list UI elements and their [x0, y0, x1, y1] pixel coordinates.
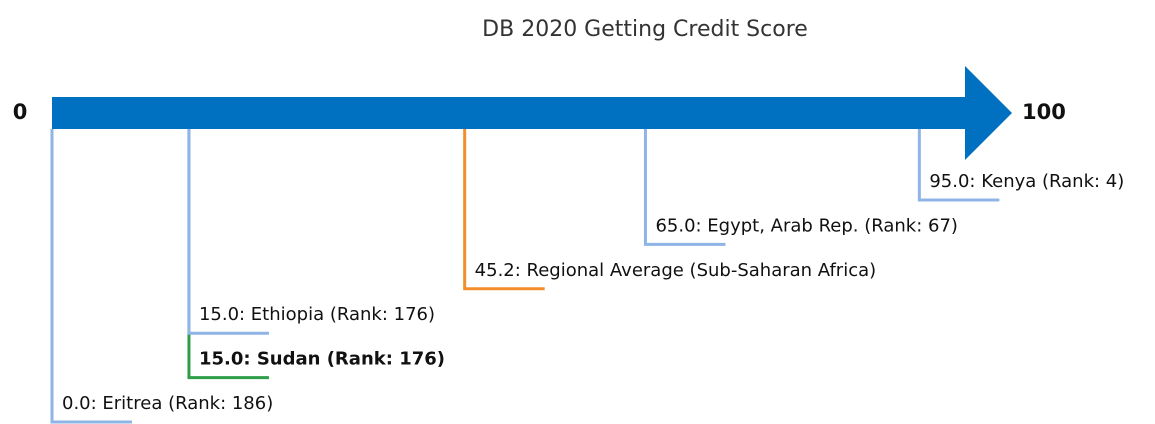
value-label: 0.0: Eritrea (Rank: 186) [62, 393, 273, 414]
axis-end-label: 100 [1022, 100, 1066, 124]
marker-line [643, 129, 726, 246]
marker-line [187, 129, 269, 335]
marker-line [187, 129, 269, 380]
marker-line [917, 129, 1000, 202]
marker-line [463, 129, 545, 291]
value-label: 15.0: Ethiopia (Rank: 176) [199, 304, 435, 325]
axis-arrow [52, 66, 1012, 160]
axis-end-label: 0 [13, 100, 28, 124]
chart-title: DB 2020 Getting Credit Score [482, 17, 808, 42]
marker-line [50, 129, 132, 424]
value-label: 45.2: Regional Average (Sub-Saharan Afri… [475, 260, 876, 281]
value-label: 95.0: Kenya (Rank: 4) [929, 171, 1124, 192]
value-label: 65.0: Egypt, Arab Rep. (Rank: 67) [655, 215, 957, 236]
value-label: 15.0: Sudan (Rank: 176) [199, 349, 445, 370]
